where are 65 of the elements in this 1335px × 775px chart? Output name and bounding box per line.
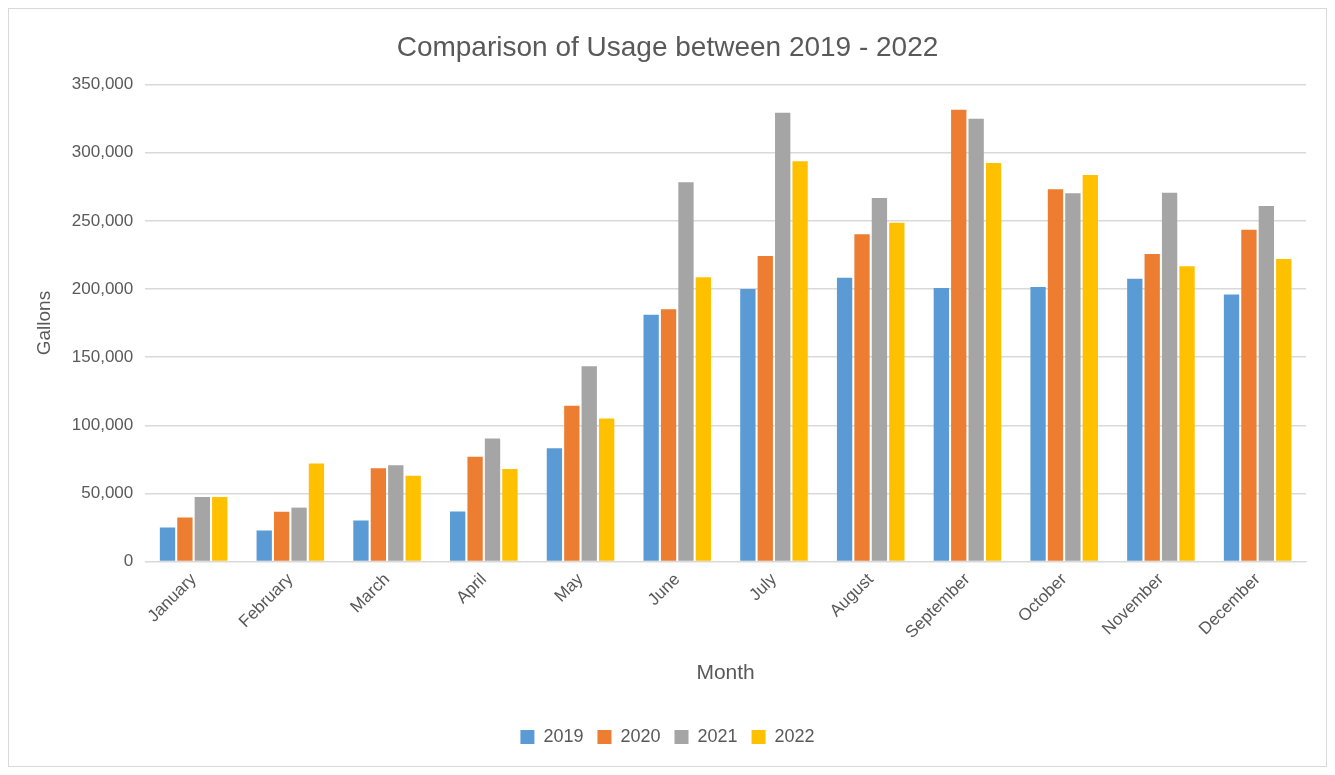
y-tick-label: 300,000 <box>71 142 134 162</box>
bar <box>546 448 563 561</box>
bar <box>1065 193 1081 561</box>
bar <box>256 530 272 561</box>
x-tick-label: July <box>745 569 781 605</box>
bar <box>370 468 387 561</box>
bar <box>291 507 307 561</box>
bar <box>177 517 193 561</box>
y-axis-title: Gallons <box>32 290 54 356</box>
bar <box>1276 258 1292 561</box>
bar <box>871 198 888 561</box>
bar <box>353 520 369 561</box>
x-tick-label: May <box>550 569 588 606</box>
bar <box>405 475 421 561</box>
bar <box>1241 229 1257 561</box>
bar <box>564 405 580 561</box>
y-tick-label: 200,000 <box>71 278 134 298</box>
x-axis-title: Month <box>696 660 755 684</box>
bar <box>889 222 905 561</box>
bar <box>792 161 808 561</box>
y-tick-label: 0 <box>123 551 134 571</box>
bar <box>678 182 694 561</box>
bar <box>159 527 176 561</box>
legend-label: 2021 <box>697 725 738 746</box>
legend-label: 2020 <box>620 725 661 746</box>
bar <box>854 234 870 561</box>
bar <box>450 511 466 561</box>
bar <box>968 118 984 561</box>
legend-label: 2019 <box>543 725 584 746</box>
bar <box>484 438 501 561</box>
bar <box>1223 294 1240 561</box>
bar <box>467 456 483 561</box>
bar <box>933 288 949 561</box>
bar <box>388 465 404 561</box>
bar <box>598 418 615 561</box>
y-tick-label: 100,000 <box>71 414 134 434</box>
bar <box>660 309 677 561</box>
bar <box>695 277 712 561</box>
y-tick-label: 150,000 <box>71 346 134 366</box>
bar <box>1030 287 1046 561</box>
y-tick-label: 250,000 <box>71 210 134 230</box>
bar <box>581 366 597 561</box>
bar <box>836 277 853 561</box>
bar <box>212 497 228 561</box>
bar <box>308 463 325 561</box>
bar <box>643 314 659 561</box>
bar <box>1258 206 1274 561</box>
bar <box>502 469 518 561</box>
bar <box>1179 266 1195 561</box>
bar <box>951 109 967 561</box>
bar <box>1047 189 1064 561</box>
bar <box>740 289 756 561</box>
bar <box>1127 278 1143 561</box>
bar <box>1082 174 1098 561</box>
bar <box>1144 253 1160 561</box>
bar <box>757 255 773 561</box>
bar <box>273 511 290 561</box>
bar <box>1161 192 1178 561</box>
legend-label: 2022 <box>774 725 815 746</box>
bar <box>194 497 210 561</box>
y-tick-label: 50,000 <box>81 483 134 503</box>
bar <box>775 112 791 561</box>
chart-title: Comparison of Usage between 2019 - 2022 <box>396 30 939 62</box>
y-tick-label: 350,000 <box>71 74 134 94</box>
bar <box>985 163 1002 561</box>
